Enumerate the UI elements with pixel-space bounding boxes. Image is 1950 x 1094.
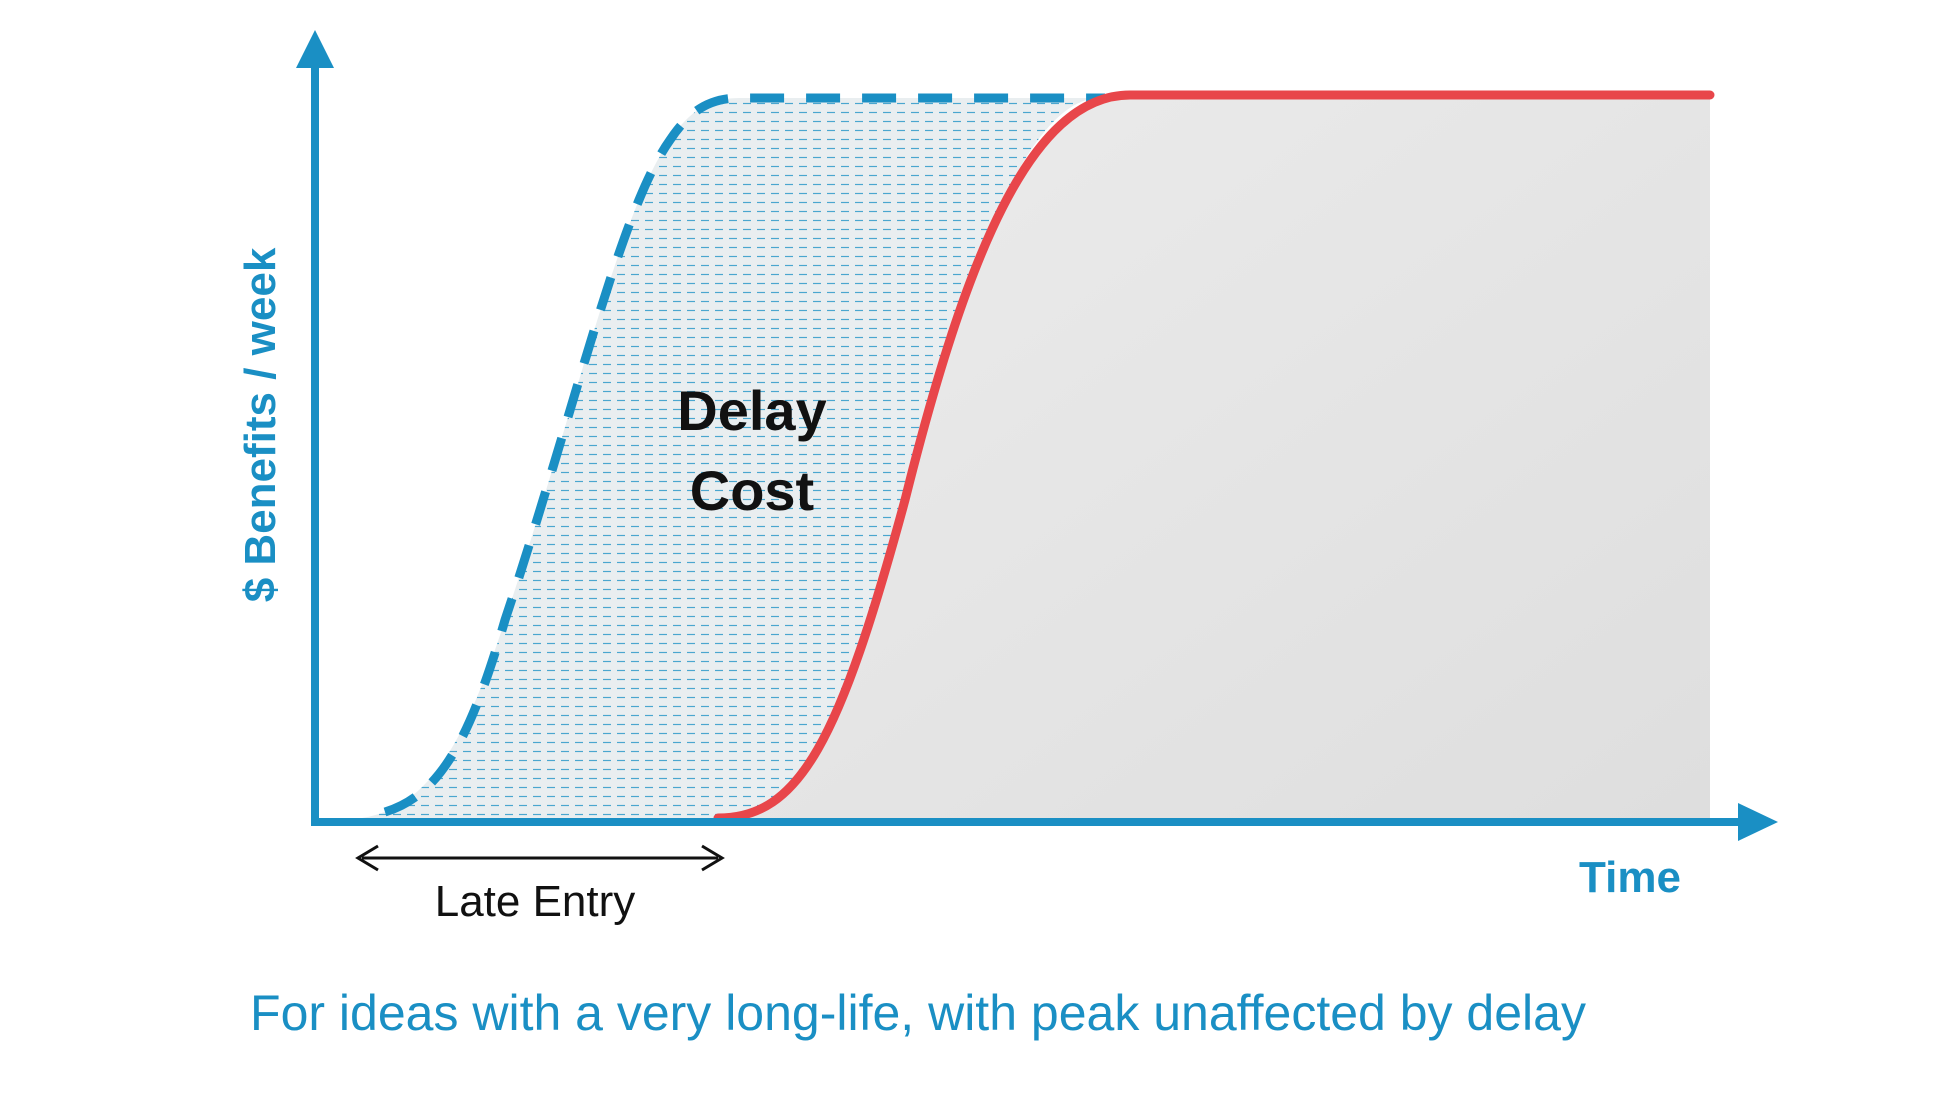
- early-entry-curve: [383, 93, 1105, 817]
- late-entry-benefit-area: [720, 95, 1710, 819]
- x-axis-label: Time: [1579, 853, 1681, 902]
- late-entry-curve: [713, 90, 1715, 823]
- diagram-caption: For ideas with a very long-life, with pe…: [250, 985, 1586, 1041]
- delay-cost-area: [355, 98, 1100, 819]
- y-axis-arrowhead: [296, 30, 334, 68]
- delay-cost-label-line2: Cost: [690, 459, 814, 522]
- delay-cost-label-line1: Delay: [677, 379, 826, 442]
- late-entry-arrow-right-head: [701, 844, 725, 872]
- y-axis-label: $ Benefits / week: [236, 247, 285, 602]
- x-axis-arrowhead: [1738, 803, 1778, 841]
- late-entry-label: Late Entry: [435, 877, 636, 926]
- late-entry-arrow-left-head: [355, 844, 379, 872]
